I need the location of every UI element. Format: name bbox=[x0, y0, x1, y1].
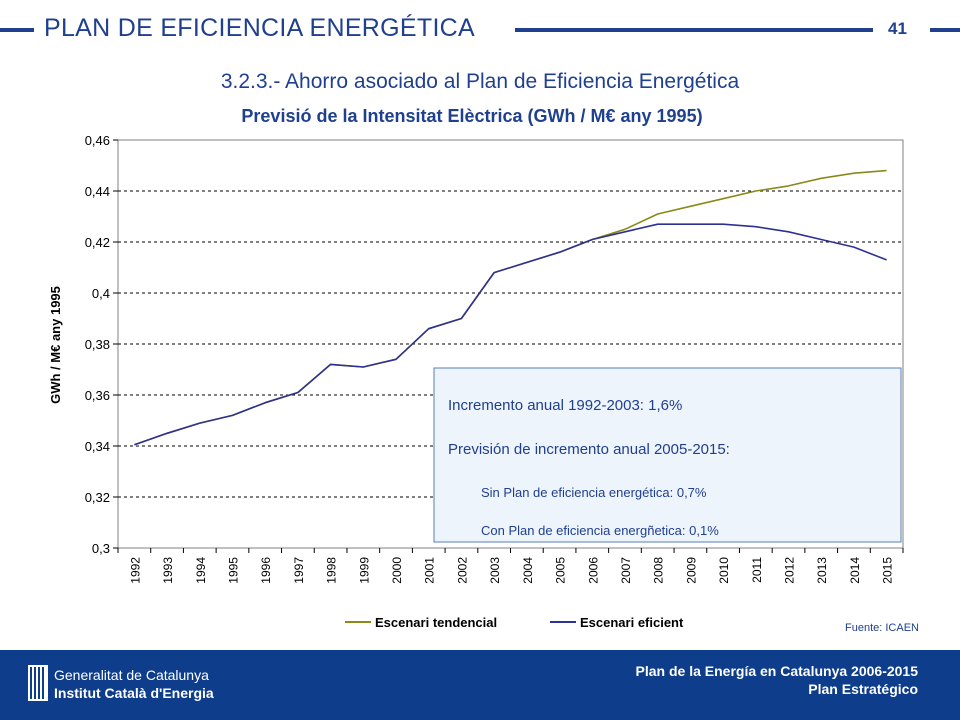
x-tick-label: 1997 bbox=[292, 557, 306, 584]
y-tick-label: 0,4 bbox=[92, 286, 110, 301]
annotation-background bbox=[433, 367, 902, 543]
y-tick-label: 0,3 bbox=[92, 541, 110, 556]
slide-title: PLAN DE EFICIENCIA ENERGÉTICA bbox=[44, 14, 476, 42]
y-tick-label: 0,46 bbox=[85, 133, 110, 148]
legend: Escenari tendencial Escenari eficient bbox=[345, 615, 684, 630]
org-name-line-2: Institut Català d'Energia bbox=[54, 685, 214, 701]
y-tick-label: 0,32 bbox=[85, 490, 110, 505]
x-tick-label: 2011 bbox=[750, 557, 764, 583]
x-tick-label: 2000 bbox=[390, 557, 404, 584]
plan-subtitle: Plan Estratégico bbox=[808, 681, 918, 697]
x-tick-label: 2006 bbox=[586, 557, 600, 584]
annotation-line-2: Previsión de incremento anual 2005-2015: bbox=[448, 441, 730, 458]
header-rule-left bbox=[0, 28, 34, 32]
x-tick-label: 1995 bbox=[226, 557, 240, 584]
x-tick-label: 2013 bbox=[815, 557, 829, 584]
x-tick-label: 2003 bbox=[488, 557, 502, 584]
y-tick-label: 0,42 bbox=[85, 235, 110, 250]
x-tick-label: 2007 bbox=[619, 557, 633, 584]
chart-title: Previsió de la Intensitat Elèctrica (GWh… bbox=[241, 106, 702, 126]
x-tick-label: 2010 bbox=[717, 557, 731, 584]
y-axis-label: GWh / M€ any 1995 bbox=[48, 286, 63, 404]
series-line-eficient bbox=[134, 223, 887, 446]
x-tick-label: 2005 bbox=[554, 557, 568, 584]
footer-bar: Generalitat de Catalunya Institut Català… bbox=[0, 650, 960, 720]
x-tick-label: 1994 bbox=[194, 557, 208, 584]
x-tick-label: 2008 bbox=[652, 557, 666, 584]
header-rule-middle bbox=[515, 28, 873, 32]
y-tick-label: 0,34 bbox=[85, 439, 110, 454]
x-tick-label: 2009 bbox=[684, 557, 698, 584]
x-tick-label: 1998 bbox=[325, 557, 339, 584]
org-name-line-1: Generalitat de Catalunya bbox=[54, 667, 209, 683]
source-note: Fuente: ICAEN bbox=[845, 622, 919, 634]
x-tick-label: 1999 bbox=[357, 557, 371, 584]
annotation-box: Incremento anual 1992-2003: 1,6% Previsi… bbox=[433, 367, 902, 543]
generalitat-logo-icon bbox=[28, 665, 48, 701]
x-tick-label: 2012 bbox=[783, 557, 797, 584]
x-tick-label: 1993 bbox=[161, 557, 175, 584]
line-chart: Previsió de la Intensitat Elèctrica (GWh… bbox=[48, 106, 904, 630]
series-lines bbox=[134, 169, 887, 446]
x-tick-label: 2004 bbox=[521, 557, 535, 584]
y-tick-label: 0,44 bbox=[85, 184, 110, 199]
x-tick-label: 1992 bbox=[128, 557, 142, 584]
page-number: 41 bbox=[888, 19, 907, 38]
annotation-line-4: Con Plan de eficiencia energñetica: 0,1% bbox=[481, 523, 719, 538]
y-tick-label: 0,38 bbox=[85, 337, 110, 352]
header-rule-right bbox=[930, 28, 960, 32]
annotation-line-3: Sin Plan de eficiencia energética: 0,7% bbox=[481, 485, 707, 500]
plan-title: Plan de la Energía en Catalunya 2006-201… bbox=[635, 663, 918, 679]
annotation-line-1: Incremento anual 1992-2003: 1,6% bbox=[448, 397, 682, 414]
legend-label: Escenari tendencial bbox=[375, 615, 497, 630]
x-tick-label: 2002 bbox=[455, 557, 469, 584]
y-tick-label: 0,36 bbox=[85, 388, 110, 403]
section-subtitle: 3.2.3.- Ahorro asociado al Plan de Efici… bbox=[220, 70, 740, 93]
legend-label: Escenari eficient bbox=[580, 615, 684, 630]
x-tick-label: 2001 bbox=[423, 557, 437, 584]
x-tick-label: 1996 bbox=[259, 557, 273, 584]
x-tick-label: 2015 bbox=[881, 557, 895, 584]
x-tick-label: 2014 bbox=[848, 557, 862, 584]
axes: 0,3 0,32 0,34 0,36 0,38 0,4 0,42 0,44 0,46 1992 19… bbox=[85, 133, 904, 584]
